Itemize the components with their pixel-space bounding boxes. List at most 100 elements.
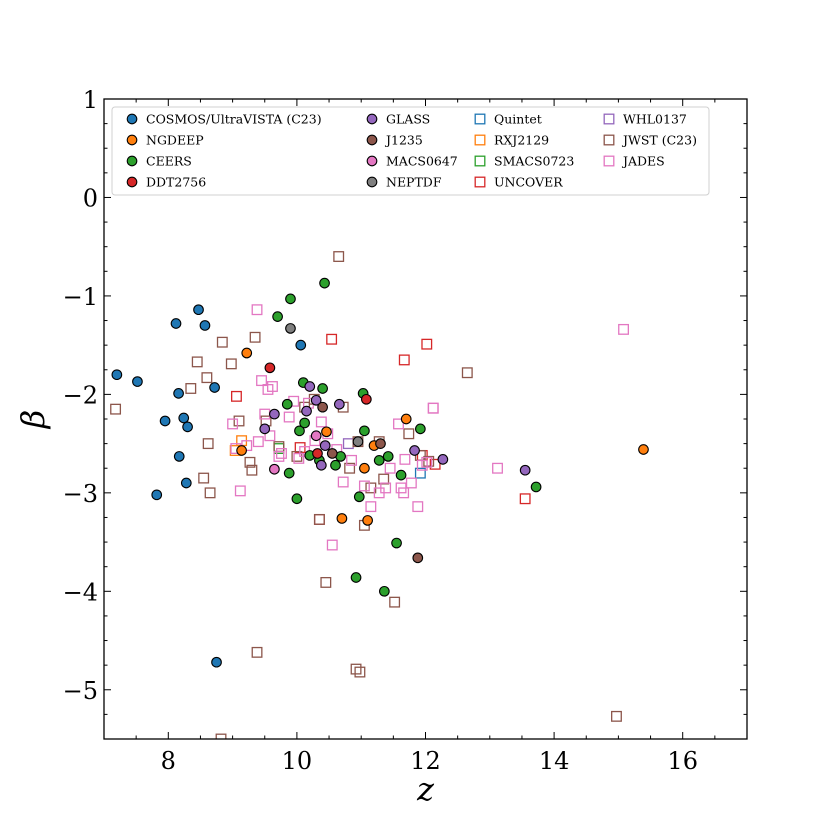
- point-jades: [337, 476, 349, 488]
- point-ngdeep: [400, 413, 412, 425]
- point-uncover: [231, 390, 242, 402]
- point-jades: [251, 304, 263, 316]
- data-points-layer: [110, 251, 649, 739]
- legend-marker: [366, 155, 378, 167]
- legend-marker: [126, 155, 138, 167]
- point-jwst-c23: [201, 372, 213, 384]
- legend-label: JADES: [621, 154, 665, 169]
- point-neptdf: [352, 436, 364, 447]
- y-tick-label: 1: [83, 86, 98, 114]
- point-ceers: [294, 425, 305, 437]
- point-jades: [273, 450, 285, 462]
- point-ddt2756: [264, 362, 276, 374]
- point-ngdeep: [236, 445, 247, 456]
- legend-marker: [366, 134, 378, 146]
- legend-label: COSMOS/UltraVISTA (C23): [146, 112, 322, 127]
- point-cosmos-ultravista-c23: [180, 477, 192, 489]
- point-jades: [267, 381, 278, 392]
- legend-marker: [474, 113, 486, 125]
- point-ceers: [353, 491, 365, 503]
- legend-marker: [366, 113, 378, 125]
- point-jades: [398, 487, 410, 499]
- point-glass: [409, 445, 420, 456]
- legend-marker: [603, 155, 615, 167]
- point-ceers: [350, 572, 362, 583]
- point-jades: [421, 456, 433, 468]
- point-cosmos-ultravista-c23: [170, 318, 182, 329]
- y-tick-label: −1: [63, 283, 98, 311]
- point-cosmos-ultravista-c23: [151, 489, 163, 501]
- point-glass: [301, 405, 312, 417]
- point-jades: [492, 462, 503, 474]
- legend-marker: [603, 113, 615, 125]
- legend-label: NEPTDF: [386, 175, 442, 190]
- point-ceers: [330, 459, 341, 471]
- legend-marker: [474, 176, 486, 188]
- point-ceers: [415, 423, 426, 435]
- point-jades: [365, 501, 377, 513]
- point-ngdeep: [638, 444, 649, 455]
- point-ddt2756: [360, 393, 372, 405]
- point-jwst-c23: [215, 733, 227, 739]
- point-jwst-c23: [191, 356, 203, 368]
- point-glass: [319, 440, 331, 451]
- point-jwst-c23: [461, 367, 473, 379]
- point-uncover: [313, 513, 325, 525]
- point-ceers: [272, 311, 283, 322]
- point-cosmos-ultravista-c23: [199, 320, 211, 331]
- legend-label: GLASS: [386, 112, 430, 127]
- point-whl0137: [342, 438, 354, 450]
- point-glass: [310, 394, 322, 406]
- point-ceers: [382, 451, 394, 462]
- point-quintet: [414, 467, 426, 479]
- y-tick-label: −5: [63, 677, 98, 705]
- legend-label: RXJ2129: [494, 133, 549, 148]
- point-glass: [259, 423, 271, 435]
- point-cosmos-ultravista-c23: [295, 339, 307, 351]
- point-jades: [293, 452, 305, 464]
- point-jwst-c23: [244, 456, 256, 468]
- point-j1235: [375, 438, 386, 449]
- point-cosmos-ultravista-c23: [193, 304, 204, 316]
- point-jades: [276, 448, 287, 459]
- point-ceers: [359, 425, 370, 437]
- point-jwst-c23: [198, 472, 210, 484]
- point-glass: [304, 381, 316, 392]
- point-jwst-c23: [378, 473, 390, 485]
- point-jades: [412, 501, 424, 513]
- point-jades: [315, 416, 327, 428]
- point-jwst-c23: [354, 666, 366, 678]
- point-jades: [227, 418, 239, 430]
- point-jades: [427, 402, 439, 414]
- point-ceers: [291, 493, 303, 505]
- point-macs0647: [310, 430, 322, 442]
- legend-label: UNCOVER: [494, 175, 563, 190]
- point-jades: [264, 430, 276, 442]
- point-jwst-c23: [611, 710, 622, 722]
- legend-marker: [603, 134, 615, 146]
- point-jwst-c23: [246, 464, 258, 476]
- point-ceers: [391, 537, 402, 549]
- point-jwst-c23: [423, 455, 435, 467]
- x-tick-label: 12: [410, 747, 441, 775]
- point-ceers: [317, 383, 328, 394]
- point-ngdeep: [321, 426, 332, 438]
- point-uncover: [421, 338, 433, 350]
- point-ngdeep: [336, 513, 348, 524]
- point-neptdf: [285, 323, 296, 334]
- point-jwst-c23: [344, 462, 356, 474]
- point-jwst-c23: [204, 487, 216, 499]
- point-ngdeep: [359, 462, 370, 474]
- point-jwst-c23: [233, 415, 245, 427]
- axis-ticks: [103, 98, 748, 740]
- point-cosmos-ultravista-c23: [178, 412, 190, 424]
- legend: COSMOS/UltraVISTA (C23) NGDEEP CEERS DDT275…: [111, 106, 710, 196]
- legend-label: WHL0137: [623, 112, 687, 127]
- point-jwst-c23: [216, 336, 228, 348]
- point-jwst-c23: [251, 646, 263, 658]
- point-jwst-c23: [202, 438, 214, 450]
- legend-marker: [126, 176, 138, 188]
- x-tick-label: 14: [539, 747, 570, 775]
- point-ceers: [283, 467, 295, 479]
- point-ceers: [285, 293, 296, 305]
